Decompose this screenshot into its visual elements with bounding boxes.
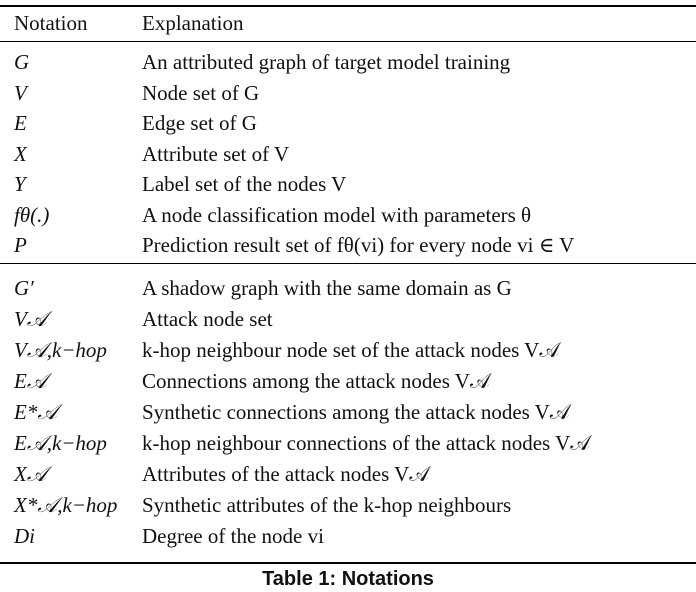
notation-symbol: G′ (14, 273, 34, 303)
table-row: Di Degree of the node vi (0, 521, 696, 551)
notation-symbol: X (14, 139, 27, 169)
top-rule (0, 5, 696, 7)
notation-explanation: An attributed graph of target model trai… (142, 47, 510, 77)
notation-symbol: E𝒜 (14, 366, 47, 396)
notation-symbol: V𝒜,k−hop (14, 335, 107, 365)
notation-explanation: Synthetic connections among the attack n… (142, 397, 570, 427)
notation-explanation: Attributes of the attack nodes V𝒜 (142, 459, 429, 489)
table-row: Y Label set of the nodes V (0, 169, 696, 199)
table-row: P Prediction result set of fθ(vi) for eve… (0, 230, 696, 260)
table-row: E𝒜,k−hop k-hop neighbour connections of t… (0, 428, 696, 458)
table-row: G An attributed graph of target model tra… (0, 47, 696, 77)
notation-symbol: fθ(.) (14, 200, 49, 230)
table-row: X Attribute set of V (0, 139, 696, 169)
notation-symbol: E (14, 108, 27, 138)
table-row: X𝒜 Attributes of the attack nodes V𝒜 (0, 459, 696, 489)
header-rule (0, 41, 696, 42)
bottom-rule (0, 562, 696, 564)
notation-explanation: A node classification model with paramet… (142, 200, 531, 230)
notation-symbol: E𝒜,k−hop (14, 428, 107, 458)
notation-explanation: Attack node set (142, 304, 273, 334)
notation-explanation: k-hop neighbour connections of the attac… (142, 428, 590, 458)
notation-explanation: Node set of G (142, 78, 259, 108)
notation-explanation: Prediction result set of fθ(vi) for ever… (142, 230, 574, 260)
notation-symbol: X𝒜 (14, 459, 47, 489)
notation-symbol: Y (14, 169, 26, 199)
notation-symbol: Di (14, 521, 35, 551)
header-row: Notation Explanation (0, 8, 696, 38)
table-row: V Node set of G (0, 78, 696, 108)
notation-explanation: A shadow graph with the same domain as G (142, 273, 512, 303)
notation-explanation: Degree of the node vi (142, 521, 324, 551)
notation-symbol: V𝒜 (14, 304, 47, 334)
notation-symbol: V (14, 78, 27, 108)
notation-explanation: Label set of the nodes V (142, 169, 346, 199)
header-notation: Notation (14, 8, 88, 38)
notation-explanation: Synthetic attributes of the k-hop neighb… (142, 490, 511, 520)
notation-explanation: Edge set of G (142, 108, 257, 138)
notation-explanation: k-hop neighbour node set of the attack n… (142, 335, 559, 365)
header-explanation: Explanation (142, 8, 243, 38)
table-row: V𝒜 Attack node set (0, 304, 696, 334)
notation-explanation: Attribute set of V (142, 139, 289, 169)
notation-symbol: E*𝒜 (14, 397, 57, 427)
notation-explanation: Connections among the attack nodes V𝒜 (142, 366, 490, 396)
table-row: E𝒜 Connections among the attack nodes V𝒜 (0, 366, 696, 396)
notation-symbol: X*𝒜,k−hop (14, 490, 117, 520)
notation-symbol: P (14, 230, 27, 260)
table-row: X*𝒜,k−hop Synthetic attributes of the k-h… (0, 490, 696, 520)
table-row: V𝒜,k−hop k-hop neighbour node set of the … (0, 335, 696, 365)
table-row: G′ A shadow graph with the same domain as… (0, 273, 696, 303)
table-row: fθ(.) A node classification model with pa… (0, 200, 696, 230)
table-row: E*𝒜 Synthetic connections among the attac… (0, 397, 696, 427)
notation-symbol: G (14, 47, 29, 77)
table-caption: Table 1: Notations (0, 566, 696, 592)
table-row: E Edge set of G (0, 108, 696, 138)
group-separator-rule (0, 263, 696, 264)
